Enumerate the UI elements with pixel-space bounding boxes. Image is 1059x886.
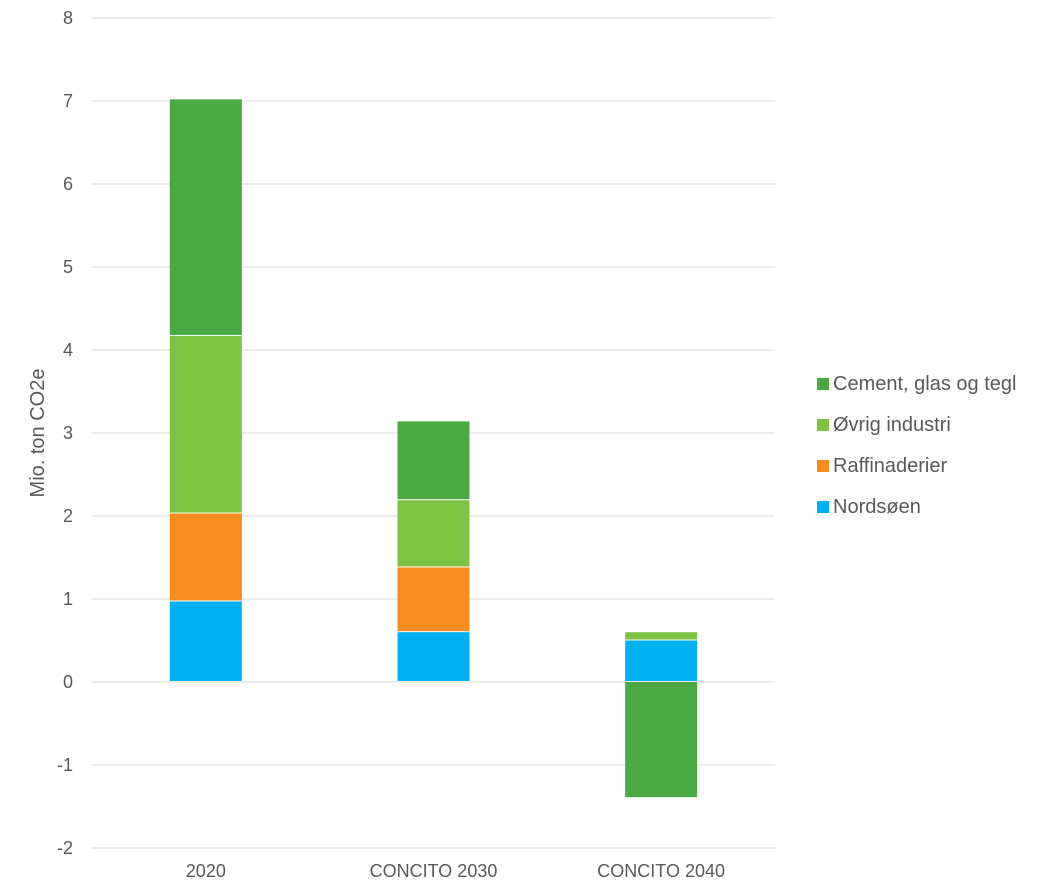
bar-segment	[169, 601, 242, 681]
legend-label: Nordsøen	[833, 496, 921, 518]
bar-segment	[169, 335, 242, 513]
y-tick-label: -2	[57, 838, 73, 858]
y-tick-label: 2	[63, 506, 73, 526]
legend-label: Raffinaderier	[833, 455, 947, 477]
legend-swatch	[817, 378, 829, 390]
x-category-label: 2020	[186, 861, 226, 881]
x-axis-categories: 2020 CONCITO 2030 CONCITO 2040	[186, 861, 725, 881]
y-tick-label: -1	[57, 755, 73, 775]
legend-label: Cement, glas og tegl	[833, 373, 1016, 395]
bar-segment	[625, 682, 698, 798]
legend-swatch	[817, 419, 829, 431]
y-tick-label: 3	[63, 423, 73, 443]
bar-segment	[625, 640, 698, 681]
x-category-label: CONCITO 2030	[370, 861, 498, 881]
legend-swatch	[817, 460, 829, 472]
y-tick-label: 7	[63, 91, 73, 111]
legend-item: Raffinaderier	[817, 455, 947, 477]
legend-item: Øvrig industri	[817, 414, 951, 436]
y-tick-label: 1	[63, 589, 73, 609]
legend-label: Øvrig industri	[833, 414, 951, 436]
legend-swatch	[817, 501, 829, 513]
bars	[169, 99, 698, 798]
legend-item: Cement, glas og tegl	[817, 373, 1016, 395]
legend: Cement, glas og tegl Øvrig industri Raffin…	[817, 373, 1016, 518]
y-tick-label: 4	[63, 340, 73, 360]
legend-item: Nordsøen	[817, 496, 921, 518]
y-tick-label: 0	[63, 672, 73, 692]
bar-segment	[397, 567, 470, 632]
y-axis-ticks: -2 -1 0 1 2 3 4 5 6 7 8	[57, 8, 73, 858]
bar-segment	[397, 421, 470, 500]
y-tick-label: 5	[63, 257, 73, 277]
y-axis-label: Mio. ton CO2e	[27, 369, 49, 498]
bar-segment	[625, 632, 698, 640]
bar-segment	[397, 500, 470, 567]
bar-segment	[397, 632, 470, 681]
y-tick-label: 8	[63, 8, 73, 28]
y-tick-label: 6	[63, 174, 73, 194]
x-category-label: CONCITO 2040	[597, 861, 725, 881]
bar-segment	[169, 513, 242, 601]
bar-segment	[169, 99, 242, 335]
